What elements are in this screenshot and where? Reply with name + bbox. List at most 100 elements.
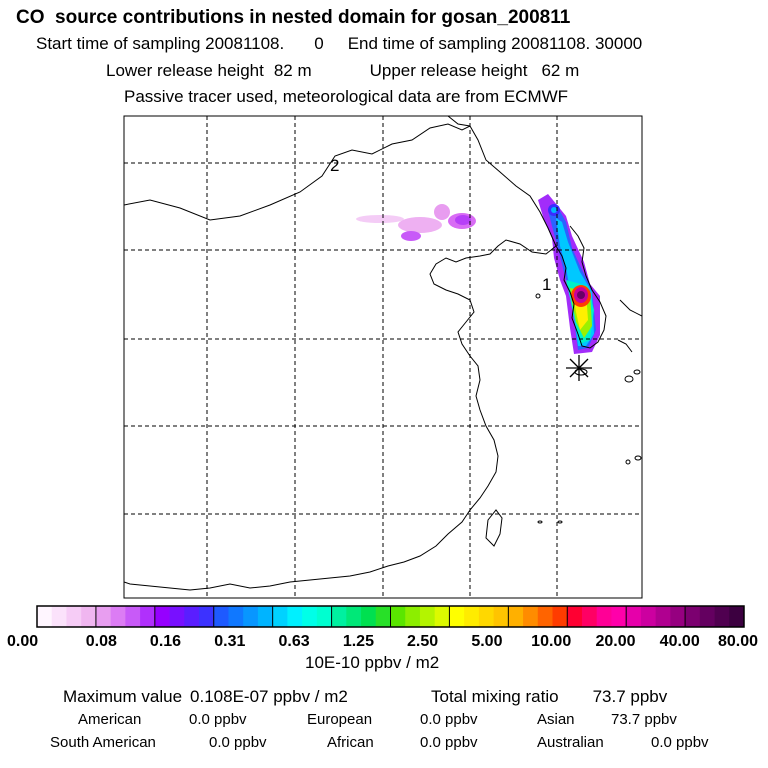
colorbar-tick-label: 80.00 — [718, 633, 758, 650]
region-name-south-american: South American — [50, 734, 156, 751]
colorbar-cell — [729, 606, 745, 627]
colorbar-tick-label: 20.00 — [595, 633, 635, 650]
colorbar-cell — [51, 606, 67, 627]
colorbar-cell — [699, 606, 715, 627]
colorbar-cell — [626, 606, 642, 627]
contour-label-2: 2 — [330, 156, 339, 175]
colorbar-cells — [37, 606, 745, 627]
max-value-line: Maximum value 0.108E-07 ppbv / m2 — [63, 688, 348, 705]
colorbar-tick-label: 0.16 — [150, 633, 181, 650]
colorbar-tick-label: 0.31 — [214, 633, 245, 650]
plume-inland — [356, 204, 476, 241]
colorbar-tick-label: 10.00 — [531, 633, 571, 650]
colorbar-cell — [508, 606, 524, 627]
colorbar-cell — [375, 606, 391, 627]
colorbar-cell — [552, 606, 568, 627]
colorbar-cell — [405, 606, 421, 627]
colorbar-cell — [537, 606, 553, 627]
colorbar-cell — [213, 606, 229, 627]
contour-label-1: 1 — [542, 275, 551, 294]
max-value: 0.108E-07 ppbv / m2 — [190, 687, 348, 706]
start-hour: 0 — [314, 34, 324, 53]
colorbar-cell — [316, 606, 332, 627]
colorbar-cell — [331, 606, 347, 627]
colorbar-cell — [81, 606, 97, 627]
colorbar-cell — [110, 606, 126, 627]
colorbar-tick-label: 1.25 — [343, 633, 374, 650]
colorbar-cell — [390, 606, 406, 627]
colorbar-cell — [714, 606, 730, 627]
coastlines — [124, 116, 642, 591]
region-value-american: 0.0 ppbv — [189, 711, 247, 728]
region-value-australian: 0.0 ppbv — [651, 734, 709, 751]
start-time-label: Start time of sampling 20081108. — [36, 34, 285, 53]
colorbar-cell — [581, 606, 598, 627]
region-value-asian: 73.7 ppbv — [611, 711, 677, 728]
region-value-south-american: 0.0 ppbv — [209, 734, 267, 751]
colorbar-cell — [243, 606, 259, 627]
colorbar-cell — [567, 606, 583, 627]
lat-lon-grid — [124, 116, 642, 598]
region-value-european: 0.0 ppbv — [420, 711, 478, 728]
receptor-star-icon — [566, 355, 592, 381]
upper-height-label: Upper release height — [369, 61, 528, 80]
colorbar-tick-label: 2.50 — [407, 633, 438, 650]
upper-height-value: 62 m — [541, 61, 580, 80]
region-name-african: African — [327, 734, 374, 751]
tracer-note: Passive tracer used, meteorological data… — [124, 87, 569, 106]
colorbar-cell — [199, 606, 215, 627]
lower-height-label: Lower release height — [106, 61, 264, 80]
colorbar-tick-label: 40.00 — [660, 633, 700, 650]
colorbar-cell — [184, 606, 200, 627]
colorbar-cell — [611, 606, 627, 627]
colorbar-cell — [685, 606, 701, 627]
colorbar-tick-label: 0.08 — [86, 633, 117, 650]
colorbar-tick-label: 0.00 — [7, 633, 38, 650]
colorbar-tick-labels: 0.00 0.08 0.16 0.31 0.63 1.25 2.50 5.00 10.00 20.… — [7, 633, 758, 650]
colorbar-cell — [37, 606, 53, 627]
colorbar-cell — [346, 606, 362, 627]
colorbar-cell — [670, 606, 686, 627]
colorbar-cell — [95, 606, 112, 627]
total-mixing-label: Total mixing ratio — [431, 687, 559, 706]
colorbar-cell — [257, 606, 274, 627]
colorbar-cell — [140, 606, 156, 627]
colorbar-cell — [464, 606, 480, 627]
colorbar-cell — [169, 606, 185, 627]
region-name-australian: Australian — [537, 734, 604, 751]
colorbar-cell — [419, 606, 436, 627]
colorbar-cell — [154, 606, 170, 627]
colorbar-cell — [228, 606, 244, 627]
lower-height-value: 82 m — [273, 61, 312, 80]
colorbar-tick-label: 0.63 — [279, 633, 310, 650]
total-mixing-line: Total mixing ratio 73.7 ppbv — [431, 688, 667, 705]
colorbar-cell — [272, 606, 288, 627]
region-name-asian: Asian — [537, 711, 575, 728]
colorbar-cell — [287, 606, 303, 627]
colorbar-cell — [655, 606, 671, 627]
colorbar-cell — [302, 606, 318, 627]
colorbar-cell — [125, 606, 141, 627]
max-value-label: Maximum value — [63, 687, 183, 706]
region-value-african: 0.0 ppbv — [420, 734, 478, 751]
region-name-american: American — [78, 711, 142, 728]
colorbar-unit-label: 10E-10 ppbv / m2 — [305, 653, 440, 672]
release-height-line: Lower release height 82 m Upper release he… — [106, 62, 579, 79]
colorbar-cell — [478, 606, 494, 627]
end-time-label: End time of sampling 20081108. 30000 — [347, 34, 643, 53]
colorbar-cell — [596, 606, 612, 627]
colorbar-frame — [36, 605, 745, 628]
colorbar-cell — [66, 606, 82, 627]
total-mixing-value: 73.7 ppbv — [592, 687, 668, 706]
colorbar-cell — [361, 606, 377, 627]
plot-title: CO source contributions in nested domain… — [16, 7, 571, 28]
colorbar-cell — [640, 606, 657, 627]
plume-korea — [538, 194, 600, 354]
colorbar-tick-label: 5.00 — [471, 633, 502, 650]
colorbar-cell — [449, 606, 465, 627]
colorbar-cell — [523, 606, 539, 627]
colorbar-cell — [493, 606, 509, 627]
colorbar-cell — [434, 606, 450, 627]
